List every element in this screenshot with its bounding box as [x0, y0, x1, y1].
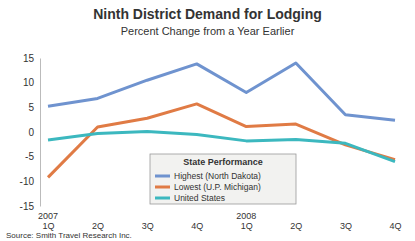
legend-box [150, 154, 296, 204]
y-axis: -15 -10 -5 0 5 10 15 [20, 53, 41, 212]
y-tick-label: -5 [25, 151, 34, 162]
y-axis-line [40, 59, 41, 207]
legend-swatch [155, 197, 170, 200]
x-tick: 4Q [389, 206, 401, 231]
legend-swatch [155, 175, 170, 178]
y-tick: 10 [23, 77, 40, 88]
x-tick: 3Q [340, 206, 352, 231]
subtitle: Percent Change from a Year Earlier [121, 25, 295, 37]
y-tick: 15 [23, 53, 40, 64]
x-tick: 4Q [191, 206, 203, 231]
y-tick: -10 [20, 176, 40, 187]
series-line [48, 63, 395, 120]
x-tick-label: 3Q [142, 221, 154, 231]
x-tick-label: 4Q [191, 221, 203, 231]
legend-label: Highest (North Dakota) [174, 171, 261, 181]
y-tick-label: -10 [20, 176, 35, 187]
legend-title: State Performance [183, 157, 263, 167]
legend-swatch [155, 186, 170, 189]
x-tick: 2Q [92, 206, 104, 231]
x-axis-line [49, 206, 396, 207]
y-tick-label: 0 [28, 127, 34, 138]
year-label: 2007 [38, 211, 58, 221]
y-tick: 5 [28, 102, 40, 113]
y-tick-label: -15 [20, 201, 35, 212]
legend-label: United States [174, 193, 225, 203]
x-tick-label: 4Q [389, 221, 401, 231]
x-tick-label: 1Q [42, 221, 54, 231]
x-tick: 2Q [290, 206, 302, 231]
year-label: 2008 [236, 211, 256, 221]
legend-label: Lowest (U.P. Michigan) [174, 182, 261, 192]
legend: State Performance Highest (North Dakota)L… [150, 154, 296, 204]
y-tick: 0 [28, 127, 40, 138]
chart: Ninth District Demand for Lodging Percent… [0, 0, 415, 241]
x-tick-label: 2Q [92, 221, 104, 231]
title: Ninth District Demand for Lodging [93, 6, 322, 22]
x-axis: 1Q 2Q 3Q 4Q 1Q 2Q 3Q 4Q [42, 206, 401, 231]
x-tick-label: 3Q [340, 221, 352, 231]
x-tick-label: 2Q [290, 221, 302, 231]
x-tick: 3Q [142, 206, 154, 231]
series-line [48, 104, 395, 178]
y-tick: -5 [25, 151, 40, 162]
y-tick-label: 15 [23, 53, 35, 64]
y-tick: -15 [20, 201, 40, 212]
source: Source: Smith Travel Research Inc. [6, 231, 132, 240]
y-tick-label: 5 [28, 102, 34, 113]
x-tick-label: 1Q [241, 221, 253, 231]
y-tick-label: 10 [23, 77, 35, 88]
plot-area [48, 63, 395, 177]
